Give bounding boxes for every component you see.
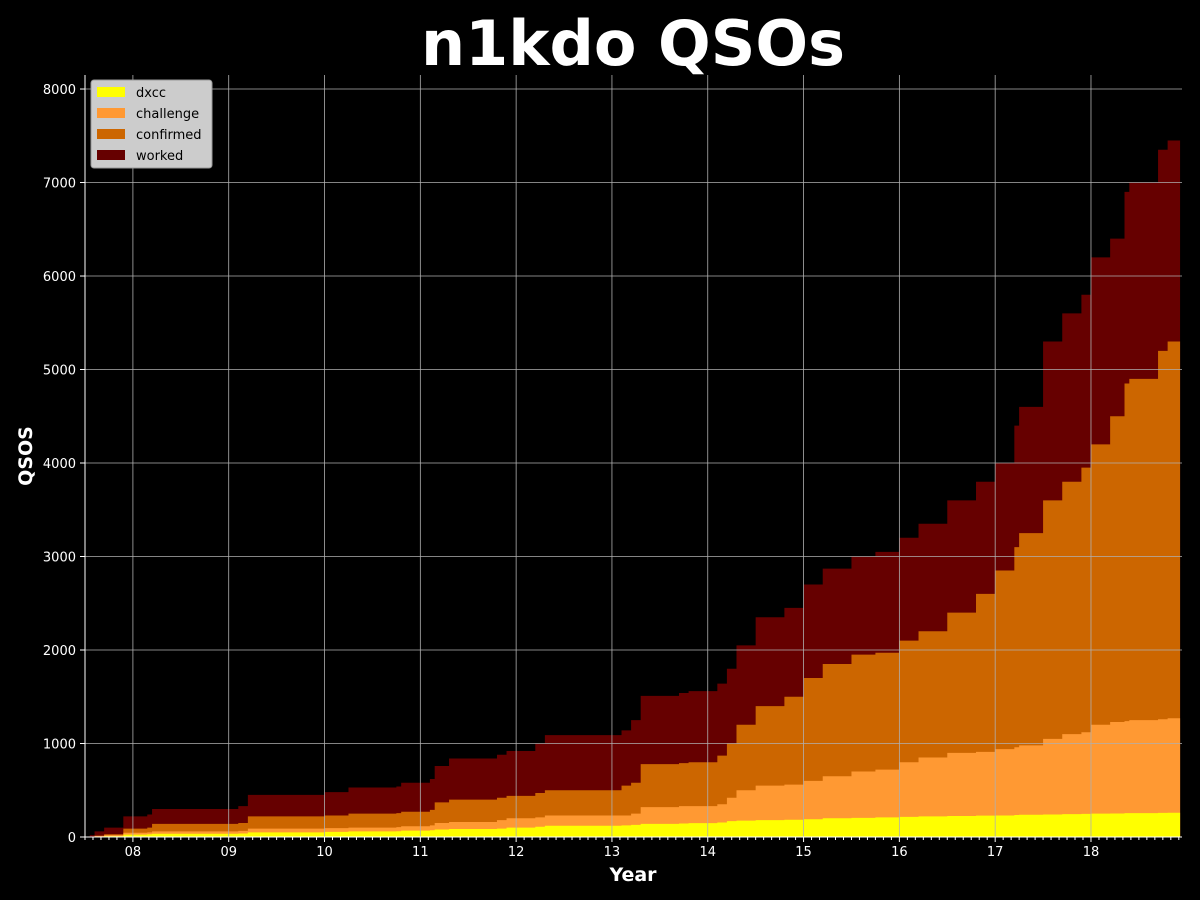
x-tick-label: 15 <box>795 845 812 860</box>
x-tick-label: 16 <box>891 845 908 860</box>
area-series-challenge <box>89 716 1181 837</box>
y-tick-label: 8000 <box>43 83 76 98</box>
y-tick-label: 5000 <box>43 364 76 379</box>
legend-swatch-confirmed <box>97 129 125 139</box>
legend-swatch-dxcc <box>97 87 125 97</box>
y-axis-ticks: 0 1000 2000 3000 4000 5000 6000 7000 8000 <box>43 83 85 846</box>
chart-title: n1kdo QSOs <box>421 7 845 80</box>
legend: dxcc challenge confirmed worked <box>90 79 213 169</box>
area-series-dxcc <box>89 812 1181 837</box>
x-tick-label: 14 <box>699 845 716 860</box>
axes <box>84 75 1182 838</box>
x-tick-label: 13 <box>604 845 621 860</box>
x-axis-ticks: 08 09 10 11 12 13 14 15 16 17 18 <box>84 837 1180 860</box>
y-tick-label: 7000 <box>43 177 76 192</box>
x-tick-label: 12 <box>508 845 525 860</box>
legend-label-challenge: challenge <box>136 107 199 122</box>
legend-box <box>90 79 213 169</box>
y-tick-label: 0 <box>68 831 76 846</box>
x-tick-label: 10 <box>316 845 333 860</box>
y-tick-label: 1000 <box>43 738 76 753</box>
legend-label-worked: worked <box>136 149 183 164</box>
x-tick-label: 09 <box>220 845 237 860</box>
y-tick-label: 2000 <box>43 644 76 659</box>
x-tick-label: 11 <box>412 845 429 860</box>
x-axis-label: Year <box>608 864 657 886</box>
grid-lines <box>85 75 1182 838</box>
y-axis-label: QSOS <box>15 426 37 486</box>
area-series-group <box>89 112 1181 837</box>
x-tick-label: 18 <box>1083 845 1100 860</box>
y-tick-label: 4000 <box>43 457 76 472</box>
legend-swatch-worked <box>97 150 125 160</box>
legend-label-dxcc: dxcc <box>136 86 166 101</box>
x-tick-label: 17 <box>987 845 1004 860</box>
y-tick-label: 3000 <box>43 551 76 566</box>
x-tick-label: 08 <box>125 845 142 860</box>
legend-label-confirmed: confirmed <box>136 128 202 143</box>
area-series-confirmed <box>89 318 1181 837</box>
y-tick-label: 6000 <box>43 270 76 285</box>
legend-swatch-challenge <box>97 108 125 118</box>
